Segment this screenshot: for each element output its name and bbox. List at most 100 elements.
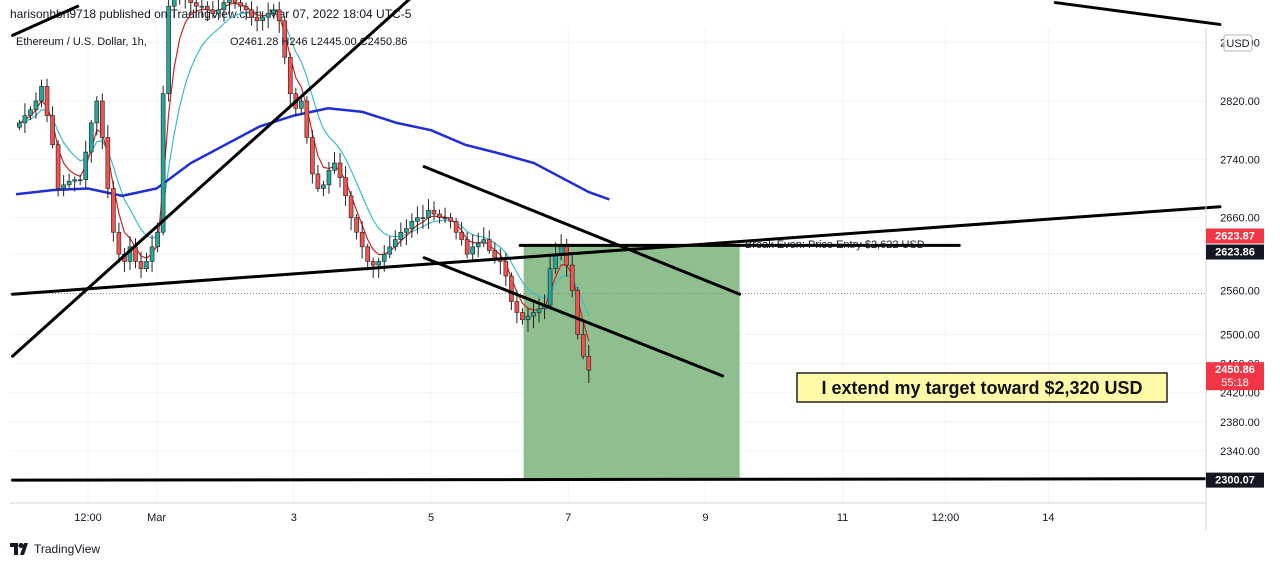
x-tick-label: 12:00 — [932, 512, 960, 524]
candle-body — [575, 290, 581, 335]
candle-body — [205, 5, 210, 11]
x-tick-label: 14 — [1042, 512, 1054, 524]
price-tag-label: 2450.86 — [1215, 364, 1255, 376]
candle-body — [381, 253, 387, 262]
candle-body — [149, 246, 155, 262]
x-tick-label: 12:00 — [74, 512, 102, 524]
candle-body — [332, 162, 337, 171]
candle-body — [221, 2, 227, 11]
candle-body — [348, 195, 354, 218]
trendlines-layer — [11, 0, 1222, 482]
candle-body — [376, 261, 382, 266]
candle-body — [133, 246, 138, 262]
candle-body — [409, 221, 415, 229]
target-callout-box — [796, 372, 1168, 403]
candle-body — [531, 312, 536, 317]
candles-layer — [17, 0, 592, 384]
candle-body — [536, 308, 542, 313]
candle-body — [188, 0, 194, 3]
candle-body — [453, 221, 459, 233]
y-tick-label: 2660.00 — [1220, 213, 1260, 225]
candle-body — [370, 261, 376, 266]
candle-body — [569, 264, 575, 291]
candle-body — [431, 210, 437, 215]
y-tick-label: 2820.00 — [1220, 96, 1260, 108]
price-tag-label: 2300.07 — [1215, 475, 1255, 487]
candle-body — [66, 180, 72, 186]
trendline-rising-support — [11, 0, 411, 358]
price-tag-countdown: 55:18 — [1221, 377, 1249, 389]
candle-body — [393, 239, 398, 248]
tradingview-brand-label: TradingView — [34, 542, 101, 556]
candle-body — [547, 268, 553, 306]
candle-body — [44, 86, 50, 116]
candle-body — [171, 0, 177, 7]
candle-body — [265, 13, 271, 18]
candle-body — [39, 86, 44, 102]
candle-body — [22, 115, 28, 124]
candle-body — [50, 115, 55, 146]
trendline-far-upper — [1053, 1, 1222, 26]
x-tick-label: Mar — [147, 512, 166, 524]
trendline-rising-channel-upper — [11, 4, 80, 37]
tradingview-brand[interactable]: TradingView — [10, 540, 100, 558]
price-tag-box — [1206, 472, 1264, 488]
candle-body — [193, 2, 199, 7]
candle-body — [315, 173, 321, 189]
candle-body — [520, 312, 525, 321]
candle-body — [160, 93, 166, 233]
candle-body — [415, 217, 420, 222]
entry-zone-layer — [523, 245, 740, 481]
candle-body — [61, 184, 66, 189]
candle-body — [238, 2, 243, 7]
trendline-long-support — [11, 205, 1222, 296]
candle-body — [33, 100, 39, 111]
candle-body — [55, 144, 61, 189]
trendline-channel-lower — [422, 256, 725, 378]
y-tick-label: 2740.00 — [1220, 154, 1260, 166]
candle-body — [232, 0, 238, 3]
tradingview-logo-icon — [10, 543, 28, 555]
candle-body — [77, 179, 83, 182]
legend-ohlc: O2461.28 H246 L2445.00 C2450.86 — [230, 36, 407, 48]
candle-body — [105, 137, 111, 189]
candle-body — [282, 20, 288, 58]
candle-body — [83, 151, 89, 181]
candle-body — [470, 246, 475, 255]
candle-body — [359, 231, 365, 248]
candle-body — [464, 239, 470, 255]
candle-body — [111, 188, 116, 233]
y-tick-label: 2380.00 — [1220, 417, 1260, 429]
candle-body — [492, 250, 498, 259]
candle-body — [321, 184, 326, 189]
candle-body — [426, 210, 431, 218]
candle-body — [260, 16, 265, 22]
candle-body — [138, 261, 144, 270]
candle-body — [326, 169, 332, 186]
candle-body — [100, 100, 105, 138]
candle-body — [459, 231, 464, 240]
candle-body — [166, 5, 171, 95]
currency-badge-label: USD — [1226, 38, 1249, 50]
x-tick-label: 3 — [291, 512, 297, 524]
entry-zone-area — [523, 245, 740, 481]
candle-body — [216, 9, 221, 14]
x-tick-label: 7 — [565, 512, 571, 524]
candle-body — [481, 239, 487, 244]
candle-body — [199, 5, 205, 8]
candle-body — [254, 16, 260, 22]
trendline-channel-upper — [422, 165, 742, 296]
x-tick-label: 9 — [702, 512, 708, 524]
price-tag-box — [1206, 362, 1264, 391]
candle-body — [486, 239, 492, 251]
candle-body — [72, 179, 77, 182]
price-tag-box — [1206, 228, 1264, 244]
candle-body — [249, 9, 254, 18]
candle-body — [287, 56, 293, 95]
currency-badge[interactable] — [1223, 34, 1253, 52]
candle-body — [310, 137, 315, 175]
x-axis: 12:00 Mar 3 5 7 9 11 12:00 14 — [74, 512, 1054, 524]
price-tag-label: 2623.86 — [1215, 247, 1255, 259]
candle-body — [17, 122, 22, 128]
